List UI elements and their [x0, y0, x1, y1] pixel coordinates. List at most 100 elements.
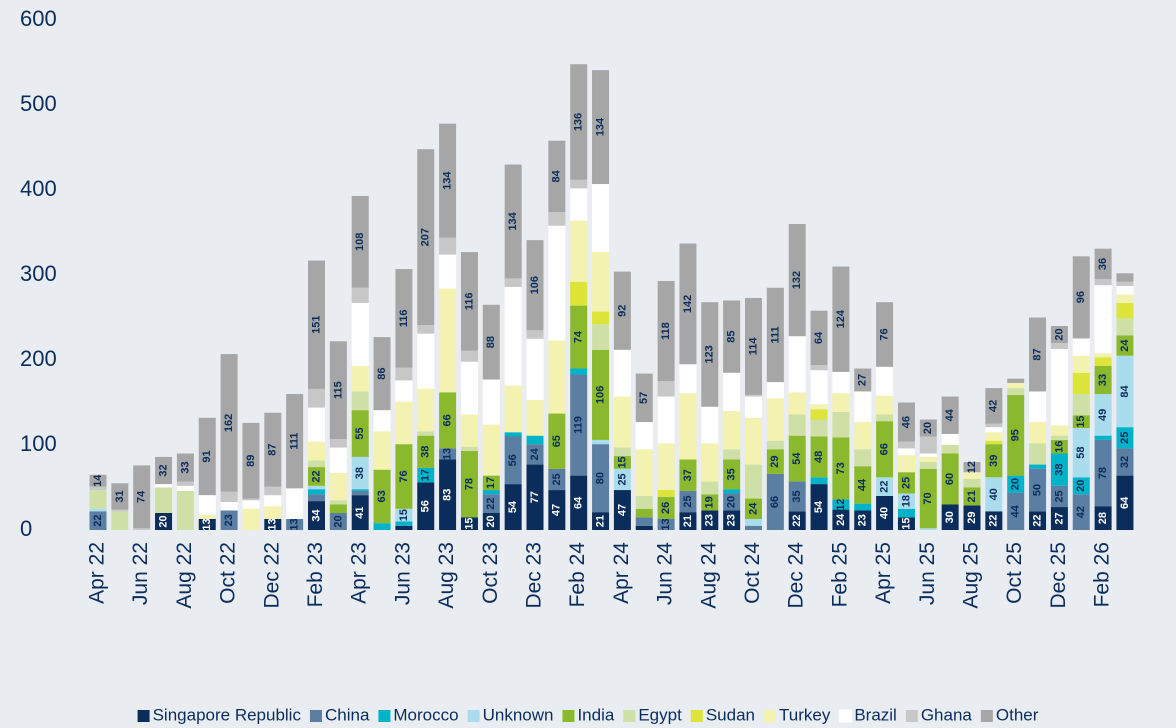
legend-swatch: [763, 710, 776, 722]
data-label: 25: [551, 473, 563, 485]
data-label: 29: [966, 512, 978, 524]
bar-segment: [351, 456, 369, 490]
bar-segment: [745, 297, 762, 395]
bar-segment: [242, 500, 260, 509]
data-label: 37: [682, 469, 694, 481]
x-tick-label: Oct 24: [741, 542, 764, 604]
bar-segment: [1072, 477, 1090, 495]
bar-segment: [155, 456, 173, 485]
data-label: 15: [463, 518, 475, 530]
bar-segment: [897, 493, 915, 509]
bar-segment: [723, 510, 741, 530]
bar-segment: [1029, 391, 1047, 423]
bar-segment: [832, 411, 850, 438]
bar-segment: [854, 503, 872, 511]
data-label: 13: [289, 518, 301, 530]
bar-segment: [373, 337, 391, 411]
x-tick-label: Dec 25: [1047, 542, 1070, 609]
bar-segment: [111, 483, 129, 510]
bar-segment: [308, 441, 325, 461]
bar-segment: [1116, 448, 1134, 476]
bar-segment: [242, 508, 260, 530]
bar-segment: [570, 368, 588, 375]
bar-segment: [329, 504, 347, 513]
legend-swatch: [467, 710, 480, 722]
data-label: 47: [551, 504, 563, 516]
bar-segment: [985, 427, 1003, 433]
bar-segment: [482, 424, 500, 476]
data-label: 87: [267, 444, 279, 456]
bar-segment: [1029, 422, 1047, 444]
legend-label: Turkey: [779, 705, 831, 724]
data-label: 86: [376, 367, 388, 379]
bar-segment: [351, 195, 369, 288]
data-label: 87: [1031, 348, 1043, 360]
data-label: 22: [791, 515, 803, 527]
bar-segment: [176, 485, 194, 491]
bar-segment: [417, 149, 435, 326]
bar-segment: [395, 525, 413, 530]
bar-segment: [701, 443, 719, 482]
bar-segment: [657, 381, 675, 397]
bar-segment: [548, 490, 566, 530]
data-label: 24: [747, 502, 759, 515]
bar-segment: [439, 392, 457, 449]
bar-segment: [570, 281, 588, 306]
bar-segment: [1007, 475, 1025, 493]
data-label: 106: [529, 276, 541, 294]
bar-segment: [329, 341, 347, 440]
bar-segment: [286, 488, 304, 519]
legend-label: Morocco: [393, 705, 458, 724]
data-label: 119: [573, 416, 585, 434]
bar-segment: [635, 373, 653, 423]
bar-segment: [1116, 475, 1134, 530]
legend-swatch: [980, 710, 993, 722]
bar-segment: [810, 484, 828, 530]
bar-segment: [439, 459, 457, 530]
bar-segment: [417, 333, 435, 389]
bar-segment: [1094, 394, 1112, 436]
bar-segment: [1050, 343, 1068, 349]
bar-segment: [220, 491, 238, 502]
bar-segment: [766, 473, 784, 530]
data-label: 63: [376, 490, 388, 502]
legend-label: Brazil: [854, 705, 897, 724]
data-label: 19: [704, 496, 716, 508]
bar-segment: [1050, 507, 1068, 530]
bar-segment: [133, 465, 151, 529]
data-label: 15: [398, 509, 410, 521]
bar-segment: [613, 456, 631, 469]
data-label: 118: [660, 322, 672, 340]
bar-segment: [89, 508, 107, 512]
bar-segment: [460, 517, 478, 530]
bar-segment: [308, 260, 325, 389]
data-label: 40: [988, 488, 1000, 500]
data-label: 134: [507, 211, 519, 230]
x-tick-label: Apr 22: [86, 542, 109, 604]
bar-segment: [635, 422, 653, 450]
bar-segment: [1116, 273, 1134, 282]
bar-segment: [788, 481, 806, 512]
bar-segment: [832, 499, 850, 510]
bar-segment: [264, 518, 282, 530]
data-label: 15: [616, 456, 628, 468]
bar-segment: [89, 490, 107, 509]
bar-segment: [111, 511, 129, 530]
bar-segment: [1094, 248, 1112, 280]
bar-segment: [723, 372, 741, 411]
x-tick-label: Dec 22: [260, 542, 283, 609]
bar-segment: [810, 419, 828, 437]
bar-segment: [351, 287, 369, 304]
bar-segment: [701, 406, 719, 444]
bar-segment: [373, 469, 391, 524]
bar-segment: [504, 436, 522, 485]
bar-segment: [526, 435, 544, 445]
bar-segment: [832, 437, 850, 500]
bar-segment: [264, 486, 282, 496]
bar-segment: [482, 379, 500, 425]
legend-swatch: [623, 710, 636, 722]
x-tick-label: Aug 23: [435, 542, 458, 609]
x-tick-label: Feb 26: [1091, 542, 1114, 607]
data-label: 35: [791, 490, 803, 502]
bar-segment: [395, 367, 413, 381]
